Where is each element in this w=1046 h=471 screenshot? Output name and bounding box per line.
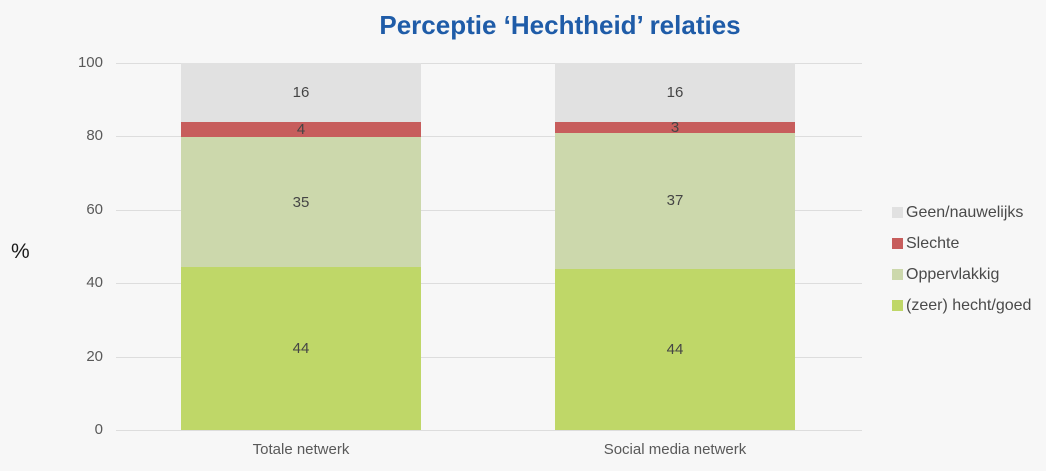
- gridline: [116, 210, 862, 211]
- segment-value-label: 16: [292, 84, 310, 102]
- legend-item: Geen/nauwelijks: [892, 197, 1031, 228]
- y-tick-label: 0: [94, 421, 103, 438]
- y-axis-label: %: [11, 240, 30, 263]
- gridline: [116, 136, 862, 137]
- legend-label: Geen/nauwelijks: [906, 203, 1024, 221]
- y-tick-label: 40: [86, 274, 103, 291]
- segment-value-label: 4: [296, 121, 306, 139]
- bar-segment-oppervlakkig: 35: [181, 137, 421, 267]
- gridline: [116, 283, 862, 284]
- segment-value-label: 44: [666, 340, 684, 358]
- legend-swatch-icon: [892, 300, 903, 311]
- y-tick-label: 100: [77, 54, 103, 71]
- x-axis-category-label: Totale netwerk: [252, 441, 350, 458]
- y-tick-label: 80: [86, 127, 103, 144]
- bar-segment--zeer-hecht-goed: 44: [181, 266, 421, 430]
- gridline: [116, 63, 862, 64]
- legend-swatch-icon: [892, 207, 903, 218]
- y-tick-label: 20: [86, 348, 103, 365]
- legend-swatch-icon: [892, 238, 903, 249]
- segment-value-label: 35: [292, 193, 310, 211]
- legend-label: (zeer) hecht/goed: [906, 296, 1032, 314]
- gridline: [116, 430, 862, 431]
- legend-label: Slechte: [906, 234, 960, 252]
- bar-segment-oppervlakkig: 37: [555, 132, 795, 269]
- gridline: [116, 357, 862, 358]
- bar-segment-slechte: 3: [555, 118, 795, 136]
- segment-value-label: 37: [666, 192, 684, 210]
- bar-segment-geen-nauwelijks: 16: [555, 63, 795, 122]
- legend-swatch-icon: [892, 269, 903, 280]
- bar-segment-slechte: 4: [181, 122, 421, 137]
- bar-segment-geen-nauwelijks: 16: [181, 63, 421, 123]
- segment-value-label: 16: [666, 83, 684, 101]
- chart-title: Perceptie ‘Hechtheid’ relaties: [379, 10, 741, 40]
- x-axis-category-label: Social media netwerk: [603, 441, 747, 458]
- segment-value-label: 44: [292, 339, 310, 357]
- legend-item: (zeer) hecht/goed: [892, 290, 1031, 321]
- legend-item: Slechte: [892, 228, 1031, 259]
- legend-item: Oppervlakkig: [892, 259, 1031, 290]
- legend: Geen/nauwelijks Slechte Oppervlakkig (zeer)…: [892, 197, 1031, 321]
- y-tick-label: 60: [86, 201, 103, 218]
- legend-label: Oppervlakkig: [906, 265, 1000, 283]
- bar-segment--zeer-hecht-goed: 44: [555, 268, 795, 430]
- segment-value-label: 3: [670, 118, 680, 136]
